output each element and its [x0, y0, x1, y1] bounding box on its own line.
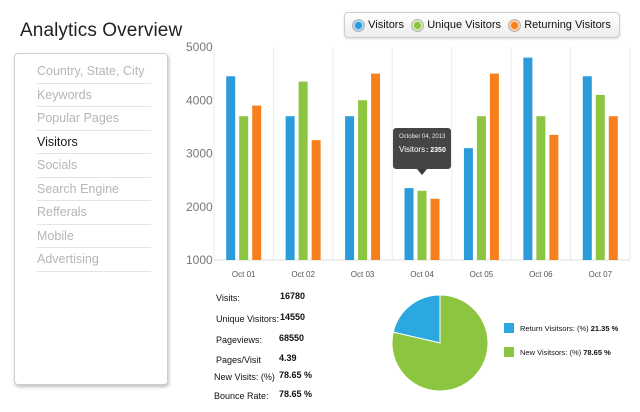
visits-pie-chart: [391, 294, 489, 392]
y-tick-label: 2000: [186, 200, 213, 214]
stat-value: 68550: [279, 333, 305, 343]
bar-returning-visitors: [371, 73, 381, 260]
bar-unique-visitors: [536, 116, 546, 260]
legend-label: Unique Visitors: [427, 19, 501, 31]
bar-unique-visitors: [298, 81, 308, 260]
bar-visitors: [345, 116, 355, 260]
pie-legend-value: 78.65 %: [583, 348, 611, 357]
tooltip-date: October 04, 2013: [399, 134, 446, 140]
bar-returning-visitors: [549, 134, 559, 260]
x-tick-label: Oct 05: [470, 270, 494, 279]
bar-unique-visitors: [476, 116, 486, 260]
bar-returning-visitors: [489, 73, 499, 260]
stat-label: Pages/Visit: [216, 355, 261, 365]
sidebar-item-country-state-city[interactable]: Country, State, City: [37, 60, 151, 84]
bar-unique-visitors: [595, 94, 605, 260]
pie-slice: [391, 294, 489, 392]
legend-toggle-visitors[interactable]: Visitors: [353, 19, 404, 31]
y-tick-label: 1000: [186, 253, 213, 267]
tooltip-box: [393, 128, 451, 169]
series-legend: Visitors Unique Visitors Returning Visit…: [344, 12, 620, 38]
bar-visitors: [404, 188, 414, 260]
x-tick-label: Oct 03: [351, 270, 375, 279]
bar-returning-visitors: [430, 198, 440, 260]
tooltip-label: Visitors: [399, 145, 425, 154]
sidebar-item-socials[interactable]: Socials: [37, 154, 151, 178]
stat-label: Bounce Rate:: [214, 391, 269, 401]
bar-unique-visitors: [358, 100, 368, 260]
sidebar-item-visitors[interactable]: Visitors: [37, 131, 151, 154]
bar-unique-visitors: [417, 190, 427, 260]
bar-visitors: [226, 76, 236, 260]
stat-value: 4.39: [279, 353, 297, 363]
stat-value: 78.65 %: [279, 389, 313, 399]
stat-label: Visits:: [216, 293, 240, 303]
bar-visitors: [285, 116, 295, 260]
legend-label: Returning Visitors: [524, 19, 611, 31]
bar-visitors: [523, 57, 533, 261]
stat-label: Pageviews:: [216, 335, 263, 345]
return-visitors-legend: Return Visitsors: (%) 21.35 %: [520, 324, 618, 333]
y-tick-label: 4000: [186, 93, 213, 107]
circle-toggle-icon: [353, 19, 365, 31]
sidebar-item-keywords[interactable]: Keywords: [37, 84, 151, 107]
stat-value: 78.65 %: [279, 370, 313, 380]
legend-label: Visitors: [368, 19, 404, 31]
legend-toggle-returning-visitors[interactable]: Returning Visitors: [509, 19, 611, 31]
x-tick-label: Oct 07: [588, 270, 612, 279]
new-visitors-swatch: [504, 347, 514, 357]
y-tick-label: 5000: [186, 40, 213, 54]
bar-returning-visitors: [252, 105, 262, 260]
tooltip-value: : 2350: [426, 147, 446, 154]
pie-legend-label: Return Visitsors: (%): [520, 324, 589, 333]
sidebar-item-refferals[interactable]: Refferals: [37, 201, 151, 225]
bar-returning-visitors: [311, 140, 321, 260]
bar-visitors: [463, 148, 473, 260]
x-tick-label: Oct 02: [291, 270, 315, 279]
stat-label: Unique Visitors:: [216, 314, 279, 324]
stat-value: 14550: [280, 312, 306, 322]
sidebar-item-mobile[interactable]: Mobile: [37, 225, 151, 248]
stat-value: 16780: [280, 291, 306, 301]
x-tick-label: Oct 04: [410, 270, 434, 279]
visitors-bar-chart: 1000 2000 3000 4000 5000 Oct 01 Oct 02 Oct 03 Oc…: [186, 40, 631, 279]
pie-legend-value: 21.35 %: [590, 324, 619, 333]
tooltip-pointer: [417, 169, 427, 175]
circle-toggle-icon: [412, 19, 424, 31]
bar-visitors: [582, 76, 592, 260]
bar-unique-visitors: [239, 116, 249, 260]
stat-label: New Visits: (%): [214, 372, 275, 382]
x-tick-label: Oct 06: [529, 270, 553, 279]
sidebar-item-popular-pages[interactable]: Popular Pages: [37, 107, 151, 131]
y-tick-label: 3000: [186, 147, 213, 161]
return-visitors-swatch: [504, 323, 514, 333]
circle-toggle-icon: [509, 19, 521, 31]
page-title: Analytics Overview: [20, 20, 183, 41]
pie-legend-label: New Visitsors: (%): [520, 348, 582, 357]
x-tick-label: Oct 01: [232, 270, 256, 279]
bar-returning-visitors: [608, 116, 618, 260]
legend-toggle-unique-visitors[interactable]: Unique Visitors: [412, 19, 501, 31]
pie-slice: [392, 294, 441, 344]
new-visitors-legend: New Visitsors: (%) 78.65 %: [520, 348, 611, 357]
sidebar-item-advertising[interactable]: Advertising: [37, 248, 151, 272]
sidebar-nav: Country, State, City Keywords Popular Pa…: [14, 53, 168, 385]
sidebar-item-search-engine[interactable]: Search Engine: [37, 178, 151, 201]
